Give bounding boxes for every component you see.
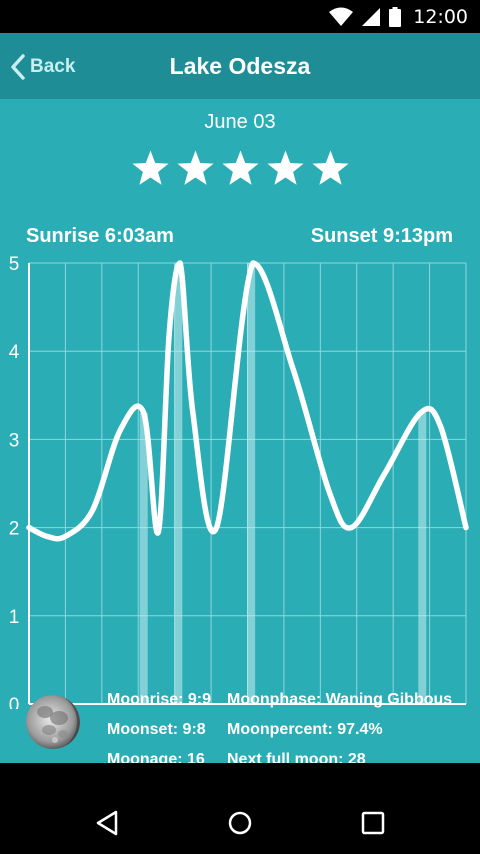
sunrise-time: Sunrise 6:03am bbox=[26, 225, 174, 247]
status-icons: 12:00 bbox=[329, 6, 468, 28]
activity-marker-bar bbox=[139, 412, 148, 704]
cell-signal-icon bbox=[362, 8, 381, 26]
star-icon bbox=[311, 150, 349, 185]
moonset-label: Moonset: 9:8 bbox=[107, 721, 206, 738]
status-bar: 12:00 bbox=[0, 0, 480, 33]
rating-stars bbox=[0, 149, 480, 188]
back-triangle-icon[interactable] bbox=[92, 808, 122, 838]
activity-chart: 0123450am2am4am6am8am10am12pm2pm4pm6pm8p… bbox=[9, 254, 469, 709]
moon-info: Moonrise: 9:9 Moonphase: Waning Gibbous … bbox=[107, 685, 452, 763]
sunset-time: Sunset 9:13pm bbox=[310, 225, 453, 247]
wifi-icon bbox=[329, 7, 354, 26]
back-label: Back bbox=[30, 56, 76, 77]
y-tick-label: 1 bbox=[9, 607, 20, 628]
battery-icon bbox=[389, 7, 402, 27]
star-icon bbox=[221, 150, 259, 185]
nav-bar bbox=[0, 790, 480, 854]
star-icon bbox=[176, 150, 214, 185]
moon-icon bbox=[26, 695, 80, 749]
moonpercent-label: Moonpercent: 97.4% bbox=[227, 721, 383, 738]
chevron-left-icon bbox=[11, 54, 25, 80]
star-icon bbox=[266, 150, 304, 185]
y-tick-label: 5 bbox=[9, 254, 20, 275]
next-full-moon-label: Next full moon: 28 bbox=[227, 751, 366, 763]
y-tick-label: 2 bbox=[9, 519, 20, 540]
activity-marker-bar bbox=[247, 263, 256, 704]
y-tick-label: 4 bbox=[9, 342, 20, 363]
page-title: Lake Odesza bbox=[169, 53, 311, 79]
fishing-forecast: June 03 Sunrise 6:03am Sunset 9:13pm 0 1 2… bbox=[0, 99, 480, 763]
moonage-label: Moonage: 16 bbox=[107, 751, 205, 763]
activity-marker-bar bbox=[174, 263, 183, 704]
activity-marker-bar bbox=[418, 412, 427, 704]
app-bar: Back Lake Odesza bbox=[0, 33, 480, 99]
y-tick-label: 3 bbox=[9, 430, 20, 451]
status-time: 12:00 bbox=[413, 6, 468, 28]
star-icon bbox=[131, 150, 169, 185]
back-button[interactable]: Back bbox=[10, 52, 75, 82]
moonrise-label: Moonrise: 9:9 bbox=[107, 691, 212, 708]
y-tick-label: 0 bbox=[9, 695, 20, 709]
home-circle-icon[interactable] bbox=[225, 808, 255, 838]
recents-square-icon[interactable] bbox=[358, 808, 388, 838]
activity-line bbox=[26, 260, 469, 542]
moonphase-label: Moonphase: Waning Gibbous bbox=[227, 691, 453, 708]
date-label: June 03 bbox=[204, 111, 276, 133]
